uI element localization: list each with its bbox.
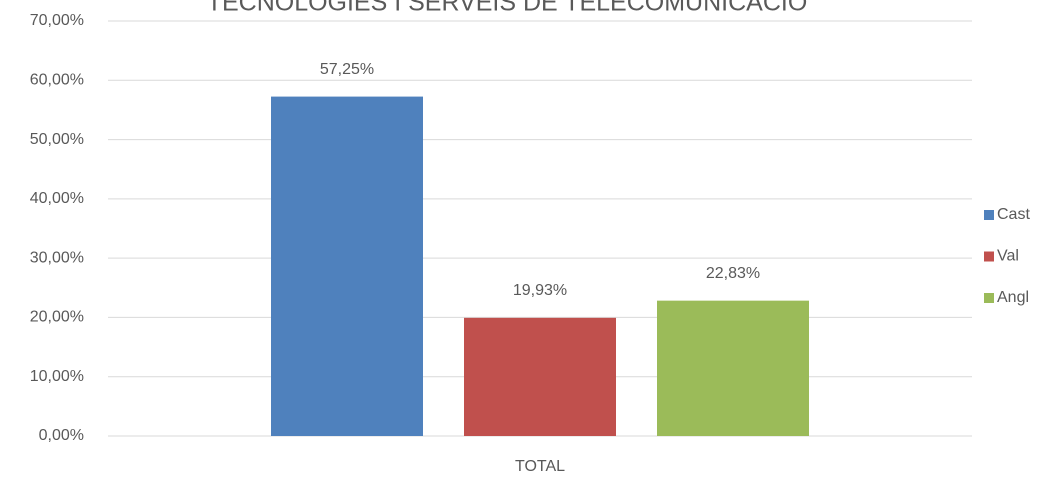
- x-tick-label: TOTAL: [515, 458, 565, 475]
- bar: [657, 300, 809, 436]
- y-tick-label: 40,00%: [30, 190, 84, 207]
- data-label: 22,83%: [706, 265, 760, 282]
- data-label: 19,93%: [513, 282, 567, 299]
- legend-label: Angl: [997, 289, 1029, 306]
- y-tick-label: 0,00%: [39, 427, 84, 444]
- y-tick-label: 50,00%: [30, 131, 84, 148]
- legend-swatch: [984, 293, 994, 303]
- legend-label: Val: [997, 248, 1019, 265]
- y-tick-label: 10,00%: [30, 368, 84, 385]
- y-tick-label: 60,00%: [30, 72, 84, 89]
- chart-title: TECNOLOGIES I SERVEIS DE TELECOMUNICACIÓ: [207, 0, 808, 17]
- legend-swatch: [984, 251, 994, 262]
- legend-label: Cast: [997, 206, 1030, 223]
- legend-swatch: [984, 210, 994, 220]
- y-tick-label: 70,00%: [30, 12, 84, 29]
- y-tick-label: 30,00%: [30, 249, 84, 266]
- data-label: 57,25%: [320, 61, 374, 78]
- y-tick-label: 20,00%: [30, 309, 84, 326]
- bar: [271, 96, 423, 436]
- bar: [464, 317, 616, 436]
